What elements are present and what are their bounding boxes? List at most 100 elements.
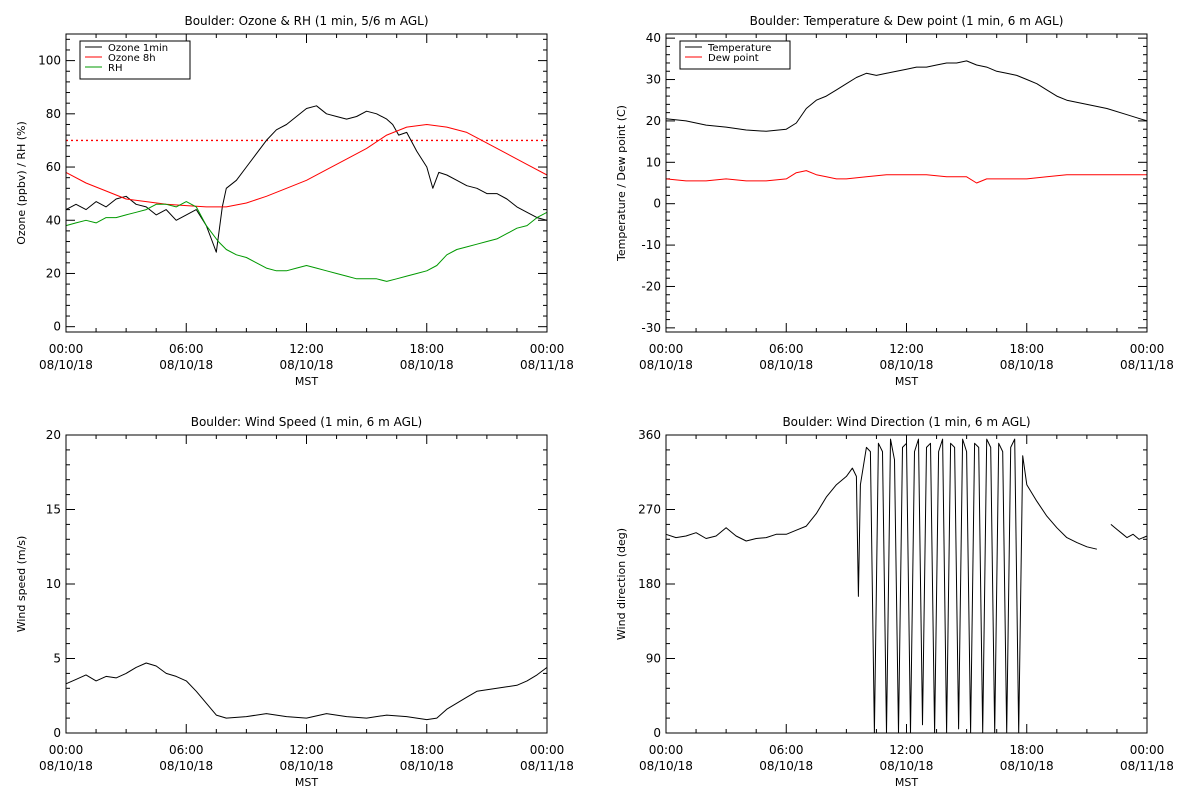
x-tick-label: 00:00 xyxy=(49,743,84,757)
x-tick-label: 00:00 xyxy=(649,342,684,356)
y-tick-label: 40 xyxy=(46,213,61,227)
legend-entry: Dew point xyxy=(708,53,759,64)
series-line-2 xyxy=(1110,524,1148,540)
series-line-1 xyxy=(665,438,1098,734)
x-tick-label: 12:00 xyxy=(889,342,924,356)
y-tick-label: 360 xyxy=(638,428,661,442)
x-axis-label: MST xyxy=(295,375,318,388)
x-tick-date: 08/10/18 xyxy=(39,358,93,372)
x-tick-date: 08/10/18 xyxy=(639,759,693,773)
plot-frame xyxy=(665,33,1148,333)
y-tick-label: 10 xyxy=(646,155,661,169)
y-tick-label: 0 xyxy=(653,197,661,211)
y-tick-label: 0 xyxy=(53,320,61,334)
x-tick-date: 08/10/18 xyxy=(159,358,213,372)
x-tick-label: 18:00 xyxy=(409,342,444,356)
plot-frame xyxy=(65,33,548,333)
plot-frame xyxy=(665,434,1148,734)
panel-1: Boulder: Ozone & RH (1 min, 5/6 m AGL) MS… xyxy=(15,14,574,388)
chart-title: Boulder: Wind Speed (1 min, 6 m AGL) xyxy=(191,415,423,429)
x-axis-label: MST xyxy=(895,375,918,388)
x-tick-date: 08/10/18 xyxy=(400,759,454,773)
series-line-dew-point xyxy=(665,170,1147,184)
y-tick-label: 15 xyxy=(46,503,61,517)
x-tick-label: 12:00 xyxy=(289,342,324,356)
legend-box xyxy=(679,40,791,70)
x-tick-label: 18:00 xyxy=(1009,342,1044,356)
x-tick-label: 06:00 xyxy=(169,743,204,757)
x-tick-label: 00:00 xyxy=(530,743,565,757)
panel-4: Boulder: Wind Direction (1 min, 6 m AGL)… xyxy=(615,415,1174,789)
y-axis-label: Temperature / Dew point (C) xyxy=(615,105,628,262)
y-tick-label: -10 xyxy=(641,238,661,252)
y-tick-label: 60 xyxy=(46,160,61,174)
x-tick-date: 08/10/18 xyxy=(639,358,693,372)
chart-title: Boulder: Wind Direction (1 min, 6 m AGL) xyxy=(782,415,1030,429)
x-tick-date: 08/11/18 xyxy=(1120,358,1174,372)
y-axis-label: Wind direction (deg) xyxy=(615,528,628,640)
legend-entry: Ozone 1min xyxy=(108,43,168,54)
chart-title: Boulder: Temperature & Dew point (1 min,… xyxy=(750,14,1064,28)
x-tick-date: 08/10/18 xyxy=(759,759,813,773)
x-tick-date: 08/10/18 xyxy=(1000,759,1054,773)
y-tick-label: 5 xyxy=(53,652,61,666)
x-axis-label: MST xyxy=(895,776,918,789)
x-tick-label: 06:00 xyxy=(769,342,804,356)
x-tick-date: 08/10/18 xyxy=(400,358,454,372)
x-tick-label: 06:00 xyxy=(769,743,804,757)
x-tick-label: 18:00 xyxy=(1009,743,1044,757)
series-line-rh xyxy=(65,201,548,282)
x-tick-label: 00:00 xyxy=(649,743,684,757)
x-tick-date: 08/11/18 xyxy=(1120,759,1174,773)
x-tick-date: 08/11/18 xyxy=(520,358,574,372)
x-tick-date: 08/10/18 xyxy=(1000,358,1054,372)
y-tick-label: 0 xyxy=(53,726,61,740)
y-tick-label: 0 xyxy=(653,726,661,740)
series-line-temperature xyxy=(665,60,1148,132)
x-tick-date: 08/10/18 xyxy=(280,759,334,773)
x-tick-label: 00:00 xyxy=(1130,342,1165,356)
x-tick-label: 00:00 xyxy=(530,342,565,356)
x-tick-date: 08/10/18 xyxy=(280,358,334,372)
x-tick-date: 08/10/18 xyxy=(759,358,813,372)
y-tick-label: 180 xyxy=(638,577,661,591)
y-tick-label: 30 xyxy=(646,73,661,87)
legend-entry: RH xyxy=(108,63,122,74)
y-tick-label: -30 xyxy=(641,321,661,335)
series-line-1 xyxy=(65,662,548,721)
y-tick-label: 80 xyxy=(46,107,61,121)
y-tick-label: 90 xyxy=(646,652,661,666)
chart-title: Boulder: Ozone & RH (1 min, 5/6 m AGL) xyxy=(184,14,428,28)
series-line-ozone-1min xyxy=(65,105,548,253)
x-tick-label: 18:00 xyxy=(409,743,444,757)
x-tick-label: 00:00 xyxy=(1130,743,1165,757)
y-tick-label: 100 xyxy=(38,54,61,68)
x-tick-date: 08/10/18 xyxy=(880,759,934,773)
x-tick-label: 00:00 xyxy=(49,342,84,356)
y-tick-label: -20 xyxy=(641,279,661,293)
x-tick-label: 06:00 xyxy=(169,342,204,356)
panel-3: Boulder: Wind Speed (1 min, 6 m AGL) MST W… xyxy=(15,415,574,789)
legend-entry: Temperature xyxy=(707,43,771,54)
y-tick-label: 40 xyxy=(646,31,661,45)
x-tick-date: 08/10/18 xyxy=(39,759,93,773)
y-axis-label: Wind speed (m/s) xyxy=(15,536,28,633)
panel-2: Boulder: Temperature & Dew point (1 min,… xyxy=(615,14,1174,388)
y-tick-label: 270 xyxy=(638,503,661,517)
legend-entry: Ozone 8h xyxy=(108,53,156,64)
x-tick-date: 08/10/18 xyxy=(159,759,213,773)
x-tick-date: 08/11/18 xyxy=(520,759,574,773)
y-tick-label: 20 xyxy=(46,266,61,280)
x-tick-label: 12:00 xyxy=(889,743,924,757)
x-tick-label: 12:00 xyxy=(289,743,324,757)
series-line-ozone-8h xyxy=(65,124,548,208)
y-axis-label: Ozone (ppbv) / RH (%) xyxy=(15,121,28,245)
x-tick-date: 08/10/18 xyxy=(880,358,934,372)
plot-frame xyxy=(65,434,548,734)
x-axis-label: MST xyxy=(295,776,318,789)
y-tick-label: 20 xyxy=(646,114,661,128)
y-tick-label: 20 xyxy=(46,428,61,442)
y-tick-label: 10 xyxy=(46,577,61,591)
